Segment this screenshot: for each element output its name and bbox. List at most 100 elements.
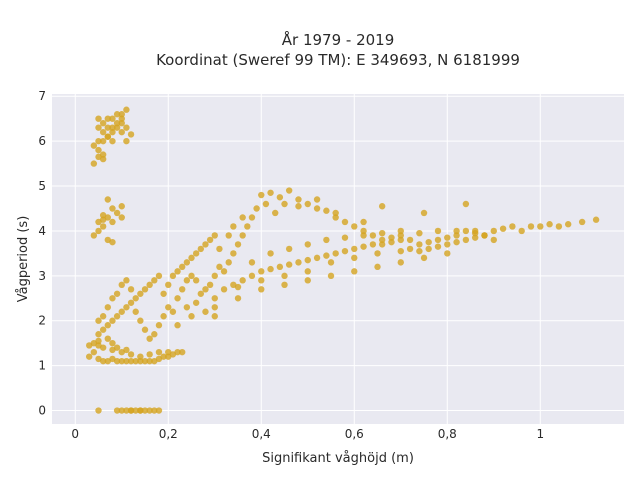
data-point: [123, 357, 130, 365]
data-point: [462, 227, 470, 235]
data-point: [192, 299, 200, 306]
data-point: [360, 232, 367, 239]
data-point: [248, 259, 256, 266]
data-point: [578, 218, 586, 226]
data-point: [341, 247, 349, 255]
data-point: [90, 142, 98, 149]
data-point: [137, 290, 144, 297]
data-point: [174, 295, 181, 302]
data-point: [179, 286, 186, 293]
data-point: [118, 119, 125, 127]
x-tick-label: 1: [536, 427, 544, 441]
data-point: [360, 243, 367, 250]
data-point: [258, 268, 265, 275]
data-point: [327, 259, 335, 266]
data-point: [123, 137, 130, 145]
data-point: [262, 200, 270, 208]
data-point: [137, 357, 144, 365]
data-point: [276, 194, 284, 201]
data-point: [202, 286, 209, 293]
data-point: [95, 146, 102, 154]
data-point: [490, 227, 497, 235]
data-point: [323, 252, 330, 259]
data-point: [137, 407, 144, 414]
data-point: [281, 281, 288, 289]
data-point: [174, 322, 181, 329]
data-point: [174, 348, 181, 356]
data-point: [109, 205, 116, 212]
data-point: [304, 277, 311, 284]
data-point: [160, 313, 167, 320]
data-point: [132, 308, 139, 315]
data-point: [248, 272, 256, 280]
data-point: [95, 137, 102, 145]
data-point: [295, 259, 302, 266]
data-point: [323, 236, 330, 244]
data-point: [151, 331, 158, 338]
data-point: [239, 232, 246, 239]
data-point: [374, 263, 381, 271]
data-point: [234, 295, 242, 302]
data-point: [313, 196, 321, 203]
chart-subtitle: Koordinat (Sweref 99 TM): E 349693, N 61…: [156, 51, 520, 69]
data-point: [397, 247, 404, 255]
data-point: [90, 160, 98, 167]
data-point: [220, 286, 228, 293]
data-point: [230, 223, 237, 230]
data-point: [146, 357, 153, 365]
data-point: [95, 337, 102, 345]
data-point: [113, 290, 121, 297]
data-point: [123, 277, 130, 284]
data-point: [113, 111, 121, 118]
data-point: [360, 218, 367, 226]
data-point: [113, 357, 121, 365]
data-point: [155, 322, 163, 329]
data-point: [211, 295, 218, 302]
data-point: [592, 216, 600, 223]
data-point: [481, 232, 488, 239]
data-point: [397, 232, 404, 239]
data-point: [109, 317, 116, 324]
data-point: [285, 245, 293, 253]
data-point: [104, 196, 112, 203]
data-point: [313, 254, 321, 262]
data-point: [109, 115, 116, 122]
data-point: [99, 128, 107, 136]
data-point: [109, 339, 116, 347]
data-point: [323, 207, 330, 214]
data-point: [378, 236, 386, 244]
data-point: [351, 254, 358, 262]
data-point: [118, 115, 125, 122]
data-point: [95, 331, 102, 338]
x-tick-label: 0,2: [159, 427, 178, 441]
data-point: [281, 272, 288, 280]
data-point: [206, 236, 214, 244]
data-point: [211, 313, 218, 320]
data-point: [225, 259, 232, 266]
data-point: [471, 227, 479, 235]
data-point: [462, 200, 470, 208]
data-point: [360, 227, 367, 235]
data-point: [234, 283, 242, 291]
data-point: [104, 115, 112, 122]
data-point: [123, 106, 130, 113]
data-point: [109, 295, 116, 302]
data-point: [118, 214, 125, 221]
data-point: [304, 200, 311, 208]
data-point: [104, 322, 112, 329]
data-point: [527, 223, 535, 230]
data-point: [313, 205, 321, 212]
data-point: [151, 407, 158, 414]
data-point: [267, 250, 274, 257]
data-point: [109, 238, 116, 246]
data-point: [267, 265, 274, 273]
data-point: [137, 317, 144, 324]
data-point: [118, 281, 125, 289]
data-point: [99, 119, 107, 127]
data-point: [86, 353, 93, 360]
data-point: [351, 268, 358, 275]
chart-title: År 1979 - 2019: [282, 30, 395, 49]
data-point: [397, 227, 404, 235]
data-point: [109, 128, 116, 136]
